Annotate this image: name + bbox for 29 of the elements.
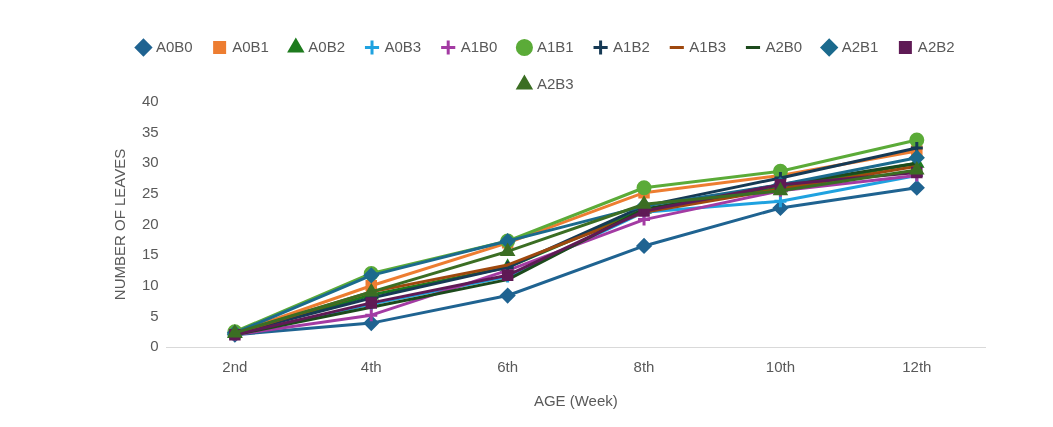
legend-label: A2B0 bbox=[765, 37, 803, 55]
y-tick-label: 15 bbox=[142, 245, 159, 263]
y-tick-label: 10 bbox=[142, 275, 159, 293]
y-axis-title: NUMBER OF LEAVES bbox=[111, 148, 129, 301]
legend-label: A2B3 bbox=[536, 74, 574, 92]
y-tick-label: 40 bbox=[142, 92, 159, 110]
x-tick-label: 2nd bbox=[222, 358, 248, 376]
y-tick-label: 20 bbox=[142, 214, 159, 232]
y-tick-label: 35 bbox=[142, 122, 159, 140]
legend-label: A2B1 bbox=[841, 37, 879, 55]
y-tick-label: 25 bbox=[142, 184, 159, 202]
x-tick-label: 8th bbox=[633, 358, 655, 376]
y-tick-label: 0 bbox=[150, 337, 159, 355]
legend-label: A1B0 bbox=[460, 37, 498, 55]
legend-label: A0B1 bbox=[232, 37, 269, 55]
legend-label: A1B1 bbox=[536, 37, 574, 55]
x-tick-label: 6th bbox=[497, 358, 519, 376]
x-tick-label: 12th bbox=[902, 358, 932, 376]
legend-label: A0B2 bbox=[308, 37, 346, 55]
y-tick-label: 5 bbox=[150, 306, 159, 324]
x-axis-title: AGE (Week) bbox=[533, 392, 618, 410]
x-tick-label: 4th bbox=[360, 358, 382, 376]
legend-label: A1B3 bbox=[689, 37, 726, 55]
legend-label: A1B2 bbox=[613, 37, 650, 55]
legend-label: A0B3 bbox=[384, 37, 422, 55]
legend-label: A2B2 bbox=[917, 37, 955, 55]
x-tick-label: 10th bbox=[765, 358, 796, 376]
legend-label: A0B0 bbox=[155, 37, 193, 55]
y-tick-label: 30 bbox=[142, 153, 159, 171]
